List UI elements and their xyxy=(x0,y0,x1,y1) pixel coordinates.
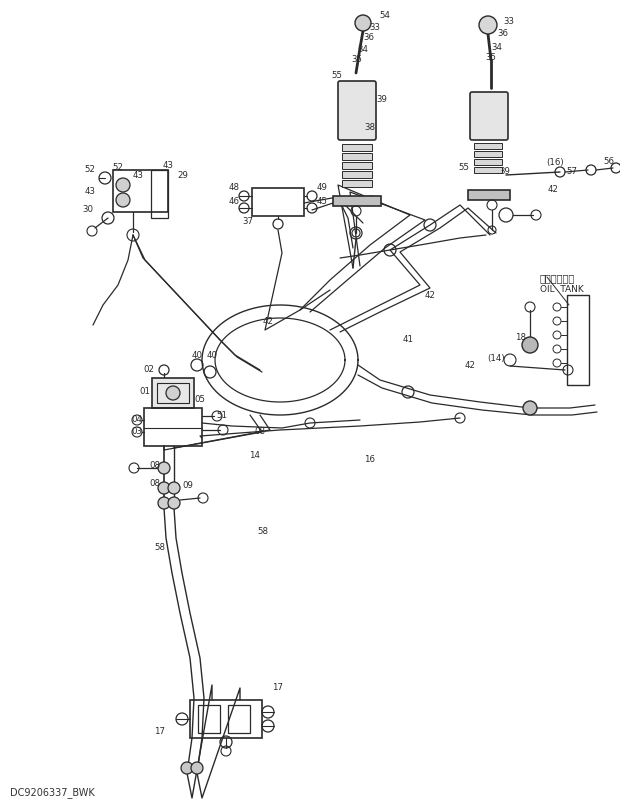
Bar xyxy=(342,171,372,178)
Circle shape xyxy=(116,178,130,192)
Text: 29: 29 xyxy=(177,170,188,179)
Text: 49: 49 xyxy=(317,183,327,192)
Text: 56: 56 xyxy=(603,158,614,166)
Text: 51: 51 xyxy=(216,410,228,419)
Circle shape xyxy=(191,762,203,774)
Text: 40: 40 xyxy=(206,351,218,360)
Text: 33: 33 xyxy=(370,23,381,32)
Text: 30: 30 xyxy=(82,205,94,214)
Text: 42: 42 xyxy=(425,292,435,301)
Text: オイルタンク: オイルタンク xyxy=(540,273,575,283)
Text: 17: 17 xyxy=(154,727,166,737)
Bar xyxy=(474,143,502,149)
Bar xyxy=(157,383,189,403)
Bar xyxy=(151,170,168,218)
Text: 45: 45 xyxy=(316,197,327,207)
Text: 52: 52 xyxy=(112,163,123,172)
Circle shape xyxy=(181,762,193,774)
Text: 48: 48 xyxy=(229,183,239,192)
Bar xyxy=(342,144,372,151)
Text: (14): (14) xyxy=(487,354,505,363)
Text: 37: 37 xyxy=(242,217,254,226)
Text: 08: 08 xyxy=(149,461,161,469)
Bar xyxy=(342,153,372,160)
Circle shape xyxy=(168,482,180,494)
Bar xyxy=(144,408,202,446)
Text: 02: 02 xyxy=(143,365,154,374)
Text: (16): (16) xyxy=(546,158,564,166)
Text: 04: 04 xyxy=(131,415,143,424)
Text: 39: 39 xyxy=(376,95,388,104)
Text: 40: 40 xyxy=(192,351,203,360)
Bar xyxy=(228,705,250,733)
Circle shape xyxy=(168,497,180,509)
Bar xyxy=(333,196,381,206)
Text: 41: 41 xyxy=(402,335,414,344)
Bar xyxy=(474,151,502,157)
Text: 43: 43 xyxy=(133,171,143,180)
Circle shape xyxy=(522,337,538,353)
Text: 03: 03 xyxy=(131,427,143,436)
Bar xyxy=(190,700,262,738)
Text: 54: 54 xyxy=(379,11,391,20)
Circle shape xyxy=(158,482,170,494)
Bar xyxy=(342,180,372,187)
Text: 52: 52 xyxy=(84,166,95,175)
Text: DC9206337_BWK: DC9206337_BWK xyxy=(10,787,95,798)
Circle shape xyxy=(158,497,170,509)
Text: 55: 55 xyxy=(332,70,342,79)
Text: 16: 16 xyxy=(365,456,376,465)
Text: 14: 14 xyxy=(249,451,260,460)
Text: 08: 08 xyxy=(254,427,265,436)
Text: 36: 36 xyxy=(497,30,508,39)
Bar xyxy=(474,159,502,165)
Text: 42: 42 xyxy=(262,318,273,326)
FancyBboxPatch shape xyxy=(338,81,376,140)
Text: 35: 35 xyxy=(485,53,497,62)
Bar xyxy=(252,188,304,216)
Bar xyxy=(468,190,510,200)
Text: OIL  TANK: OIL TANK xyxy=(540,285,584,294)
Text: 33: 33 xyxy=(503,18,515,27)
Text: 55: 55 xyxy=(459,163,469,172)
FancyBboxPatch shape xyxy=(470,92,508,140)
Bar xyxy=(567,295,589,385)
Text: 17: 17 xyxy=(273,684,283,692)
Text: 34: 34 xyxy=(492,43,502,52)
Bar xyxy=(342,162,372,169)
Text: 36: 36 xyxy=(363,33,374,43)
Text: 18: 18 xyxy=(515,334,526,343)
Circle shape xyxy=(166,386,180,400)
Text: 58: 58 xyxy=(154,544,166,553)
Circle shape xyxy=(355,15,371,31)
Text: 58: 58 xyxy=(257,528,268,537)
Circle shape xyxy=(523,401,537,415)
Circle shape xyxy=(479,16,497,34)
Text: 42: 42 xyxy=(547,186,559,195)
Text: 57: 57 xyxy=(567,167,577,176)
Text: 43: 43 xyxy=(162,162,174,170)
Text: 09: 09 xyxy=(182,482,193,490)
Text: 08: 08 xyxy=(149,478,161,487)
Text: 35: 35 xyxy=(352,54,363,64)
Circle shape xyxy=(158,462,170,474)
Bar xyxy=(198,705,220,733)
Text: 42: 42 xyxy=(464,360,476,369)
Bar xyxy=(152,378,194,408)
Text: 46: 46 xyxy=(229,197,239,207)
Circle shape xyxy=(116,193,130,207)
Text: 39: 39 xyxy=(500,167,510,176)
Bar xyxy=(474,167,502,173)
Bar xyxy=(113,170,168,212)
Text: 43: 43 xyxy=(84,187,95,196)
Text: 05: 05 xyxy=(195,395,205,405)
Text: 01: 01 xyxy=(140,388,151,397)
Text: 38: 38 xyxy=(365,124,376,133)
Text: 34: 34 xyxy=(358,44,368,53)
